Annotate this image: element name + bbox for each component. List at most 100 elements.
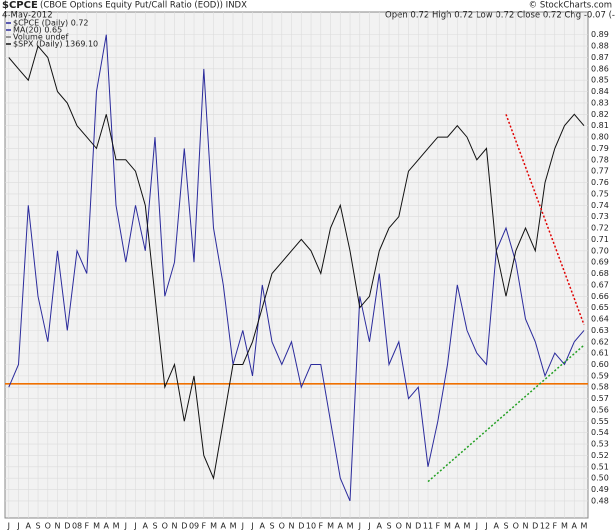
y-tick-label: 0.57 — [591, 394, 609, 403]
x-tick-label: J — [475, 522, 478, 531]
plot-area — [4, 11, 589, 519]
y-tick-label: 0.52 — [591, 451, 609, 460]
x-tick-label: 11 — [423, 522, 433, 531]
x-tick-label: J — [16, 522, 19, 531]
x-tick-label: A — [260, 522, 266, 531]
x-tick-label: 12 — [540, 522, 550, 531]
y-tick-label: 0.82 — [591, 110, 609, 119]
x-tick-label: O — [279, 522, 285, 531]
y-tick-label: 0.81 — [591, 121, 609, 130]
x-tick-label: S — [269, 522, 274, 531]
y-tick-label: 0.59 — [591, 371, 609, 380]
y-tick-label: 0.56 — [591, 405, 609, 414]
x-tick-label: M — [444, 522, 451, 531]
y-tick-label: 0.70 — [591, 246, 609, 255]
x-tick-label: M — [327, 522, 334, 531]
y-tick-label: 0.53 — [591, 440, 609, 449]
x-tick-label: 09 — [189, 522, 199, 531]
x-tick-label: M — [93, 522, 100, 531]
x-tick-label: M — [464, 522, 471, 531]
y-tick-label: 0.63 — [591, 326, 609, 335]
x-tick-label: M — [210, 522, 217, 531]
trendline — [427, 344, 585, 483]
y-tick-label: 0.51 — [591, 462, 609, 471]
y-tick-label: 0.76 — [591, 178, 609, 187]
y-tick-label: 0.55 — [591, 417, 609, 426]
x-tick-label: O — [396, 522, 402, 531]
y-tick-label: 0.64 — [591, 315, 609, 324]
x-tick-label: F — [552, 522, 557, 531]
y-tick-label: 0.60 — [591, 360, 609, 369]
x-tick-label: J — [7, 522, 10, 531]
x-tick-label: N — [406, 522, 412, 531]
chart-subtitle: (CBOE Options Equity Put/Call Ratio (EOD… — [40, 1, 247, 11]
x-tick-label: J — [367, 522, 370, 531]
x-tick-label: A — [494, 522, 500, 531]
y-tick-label: 0.62 — [591, 337, 609, 346]
y-tick-label: 0.77 — [591, 167, 609, 176]
x-tick-label: D — [64, 522, 70, 531]
x-tick-label: A — [143, 522, 149, 531]
y-tick-label: 0.84 — [591, 87, 609, 96]
x-tick-label: J — [250, 522, 253, 531]
trendline — [505, 114, 585, 325]
x-tick-label: A — [221, 522, 227, 531]
x-tick-label: A — [26, 522, 32, 531]
x-tick-label: O — [45, 522, 51, 531]
y-tick-label: 0.49 — [591, 485, 609, 494]
y-tick-label: 0.68 — [591, 269, 609, 278]
x-tick-label: A — [572, 522, 578, 531]
y-tick-label: 0.61 — [591, 349, 609, 358]
x-tick-label: J — [358, 522, 361, 531]
y-tick-label: 0.80 — [591, 133, 609, 142]
y-tick-label: 0.66 — [591, 292, 609, 301]
x-tick-label: J — [124, 522, 127, 531]
x-tick-label: A — [455, 522, 461, 531]
y-tick-label: 0.48 — [591, 496, 609, 505]
y-tick-label: 0.71 — [591, 235, 609, 244]
x-tick-label: N — [55, 522, 61, 531]
x-tick-label: S — [152, 522, 157, 531]
y-tick-label: 0.67 — [591, 280, 609, 289]
chart-title: $CPCE — [2, 0, 38, 11]
series-line — [8, 34, 585, 502]
legend-entry: $SPX (Daily) 1369.10 — [13, 40, 98, 49]
y-tick-label: 0.54 — [591, 428, 609, 437]
x-tick-label: J — [241, 522, 244, 531]
x-tick-label: F — [201, 522, 206, 531]
y-tick-label: 0.65 — [591, 303, 609, 312]
y-tick-label: 0.89 — [591, 30, 609, 39]
y-tick-label: 0.74 — [591, 201, 609, 210]
x-tick-label: F — [318, 522, 323, 531]
x-tick-label: M — [561, 522, 568, 531]
x-tick-label: J — [484, 522, 487, 531]
y-tick-label: 0.79 — [591, 144, 609, 153]
x-tick-label: O — [513, 522, 519, 531]
y-tick-label: 0.69 — [591, 258, 609, 267]
x-tick-label: N — [172, 522, 178, 531]
y-tick-label: 0.83 — [591, 98, 609, 107]
x-tick-label: A — [104, 522, 110, 531]
x-tick-label: A — [377, 522, 383, 531]
x-tick-label: D — [532, 522, 538, 531]
y-tick-label: 0.72 — [591, 224, 609, 233]
x-tick-label: S — [503, 522, 508, 531]
x-tick-label: 08 — [72, 522, 82, 531]
x-tick-label: N — [523, 522, 529, 531]
y-tick-label: 0.88 — [591, 42, 609, 51]
date: 4-May-2012 — [2, 11, 53, 21]
quote: Open 0.72 High 0.72 Low 0.72 Close 0.72 … — [385, 11, 615, 21]
y-tick-label: 0.58 — [591, 383, 609, 392]
x-tick-label: F — [435, 522, 440, 531]
legend-entry: MA(20) 0.65 — [13, 26, 62, 35]
x-tick-label: N — [289, 522, 295, 531]
y-tick-label: 0.78 — [591, 155, 609, 164]
y-tick-label: 0.86 — [591, 64, 609, 73]
x-tick-label: D — [415, 522, 421, 531]
x-tick-label: A — [338, 522, 344, 531]
x-tick-label: 10 — [306, 522, 316, 531]
x-tick-label: F — [84, 522, 89, 531]
x-tick-label: D — [181, 522, 187, 531]
x-tick-label: S — [386, 522, 391, 531]
x-tick-label: M — [230, 522, 237, 531]
